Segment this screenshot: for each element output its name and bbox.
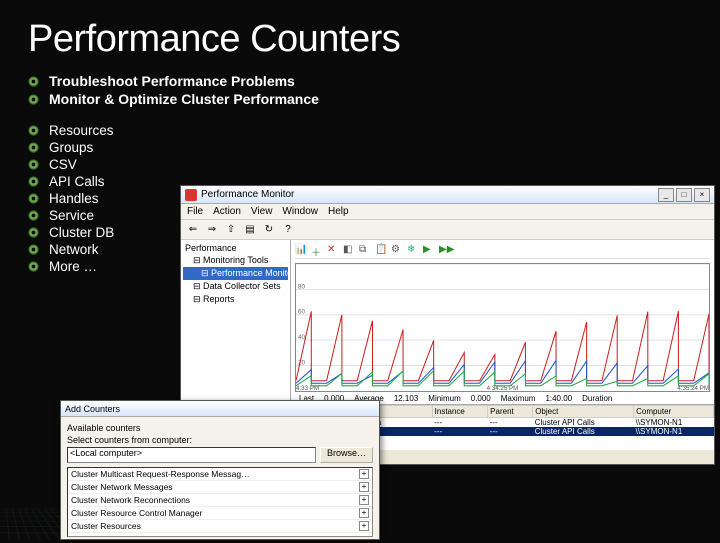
counter-category-list[interactable]: Cluster Multicast Request-Response Messa… bbox=[67, 467, 373, 537]
bullet-text: Troubleshoot Performance Problems bbox=[49, 73, 295, 89]
bullet-text: Network bbox=[49, 242, 99, 257]
bullet-text: Monitor & Optimize Cluster Performance bbox=[49, 91, 319, 107]
tree-item[interactable]: ⊟ Monitoring Tools bbox=[183, 254, 288, 267]
menu-file[interactable]: File bbox=[187, 206, 203, 217]
chart-toolbar: 📊＋✕◧⧉📋⚙❄▶▶▶ bbox=[295, 244, 710, 259]
bullet-icon bbox=[28, 227, 39, 238]
add-counters-titlebar[interactable]: Add Counters bbox=[61, 401, 379, 417]
bullet-icon bbox=[28, 125, 39, 136]
forward-icon[interactable]: ⇒ bbox=[204, 222, 220, 238]
help-icon[interactable]: ? bbox=[280, 222, 296, 238]
expand-icon[interactable]: + bbox=[359, 495, 369, 505]
perfmon-chart-pane: 📊＋✕◧⧉📋⚙❄▶▶▶ 204060801004:33 PM4:34:25 PM… bbox=[291, 240, 714, 404]
update-icon[interactable]: ▶ bbox=[423, 244, 437, 258]
table-header[interactable]: Parent bbox=[488, 406, 533, 418]
status-avg-value: 12.103 bbox=[394, 394, 418, 403]
add-icon[interactable]: ＋ bbox=[311, 244, 325, 258]
bullet-text: Resources bbox=[49, 123, 114, 138]
expand-icon[interactable]: + bbox=[359, 521, 369, 531]
status-min-label: Minimum bbox=[428, 394, 460, 403]
bullet-item: Resources bbox=[28, 123, 720, 138]
bullet-icon bbox=[28, 76, 39, 87]
bullet-item: Troubleshoot Performance Problems bbox=[28, 73, 720, 89]
bullet-text: Cluster DB bbox=[49, 225, 114, 240]
back-icon[interactable]: ⇐ bbox=[185, 222, 201, 238]
bullet-text: Service bbox=[49, 208, 94, 223]
freeze-icon[interactable]: ❄ bbox=[407, 244, 421, 258]
perfmon-app-icon bbox=[185, 189, 197, 201]
add-counters-title-text: Add Counters bbox=[65, 404, 120, 414]
tree-item[interactable]: ⊟ Reports bbox=[183, 293, 288, 306]
menu-window[interactable]: Window bbox=[282, 206, 318, 217]
copy-icon[interactable]: ⧉ bbox=[359, 244, 373, 258]
add-counters-dialog: Add Counters Available counters Select c… bbox=[60, 400, 380, 540]
next-icon[interactable]: ▶▶ bbox=[439, 244, 453, 258]
paste-icon[interactable]: 📋 bbox=[375, 244, 389, 258]
show-tree-icon[interactable]: ▤ bbox=[242, 222, 258, 238]
status-dur-label: Duration bbox=[582, 394, 612, 403]
perfmon-toolbar: ⇐ ⇒ ⇧ ▤ ↻ ? bbox=[181, 220, 714, 240]
tree-item[interactable]: Performance bbox=[183, 242, 288, 254]
computer-select[interactable]: <Local computer> bbox=[67, 447, 316, 463]
svg-text:60: 60 bbox=[298, 309, 305, 316]
table-header[interactable]: Object bbox=[533, 406, 634, 418]
expand-icon[interactable]: + bbox=[359, 482, 369, 492]
up-icon[interactable]: ⇧ bbox=[223, 222, 239, 238]
perfmon-title-text: Performance Monitor bbox=[201, 189, 658, 200]
highlight-icon[interactable]: ◧ bbox=[343, 244, 357, 258]
perfmon-chart[interactable]: 204060801004:33 PM4:34:25 PM4:35:24 PM bbox=[295, 263, 710, 392]
minimize-button[interactable]: _ bbox=[658, 188, 674, 202]
table-header[interactable]: Instance bbox=[432, 406, 488, 418]
bullet-icon bbox=[28, 261, 39, 272]
expand-icon[interactable]: + bbox=[359, 469, 369, 479]
delete-icon[interactable]: ✕ bbox=[327, 244, 341, 258]
svg-text:80: 80 bbox=[298, 283, 305, 290]
bullet-text: Groups bbox=[49, 140, 93, 155]
page-title: Performance Counters bbox=[0, 0, 720, 73]
counter-category-item[interactable]: Cluster Network Reconnections + bbox=[68, 494, 372, 507]
bullet-item: CSV bbox=[28, 157, 720, 172]
status-min-value: 0.000 bbox=[471, 394, 491, 403]
menu-action[interactable]: Action bbox=[213, 206, 241, 217]
expand-icon[interactable]: + bbox=[359, 508, 369, 518]
bullet-icon bbox=[28, 94, 39, 105]
browse-button[interactable]: Browse… bbox=[320, 447, 373, 463]
bullet-icon bbox=[28, 142, 39, 153]
close-button[interactable]: × bbox=[694, 188, 710, 202]
refresh-icon[interactable]: ↻ bbox=[261, 222, 277, 238]
view-current-icon[interactable]: 📊 bbox=[295, 244, 309, 258]
bullet-text: Handles bbox=[49, 191, 99, 206]
svg-text:40: 40 bbox=[298, 334, 305, 341]
perfmon-menubar: File Action View Window Help bbox=[181, 204, 714, 220]
bullet-icon bbox=[28, 193, 39, 204]
counter-category-item[interactable]: Cluster Network Messages + bbox=[68, 481, 372, 494]
available-counters-label: Available counters bbox=[67, 423, 373, 433]
menu-view[interactable]: View bbox=[251, 206, 273, 217]
from-computer-label: Select counters from computer: bbox=[67, 435, 373, 445]
status-max-label: Maximum bbox=[501, 394, 536, 403]
counter-category-item[interactable]: Cluster Multicast Request-Response Messa… bbox=[68, 468, 372, 481]
bullet-item: Groups bbox=[28, 140, 720, 155]
status-max-value: 1:40.00 bbox=[545, 394, 572, 403]
tree-item[interactable]: ⊟ Data Collector Sets bbox=[183, 280, 288, 293]
tree-item[interactable]: ⊟ Performance Monitor bbox=[183, 267, 288, 280]
svg-text:100: 100 bbox=[298, 264, 309, 265]
bullet-icon bbox=[28, 176, 39, 187]
perfmon-titlebar[interactable]: Performance Monitor _ □ × bbox=[181, 186, 714, 204]
props-icon[interactable]: ⚙ bbox=[391, 244, 405, 258]
counter-category-item[interactable]: Cluster Resources + bbox=[68, 520, 372, 533]
bullet-icon bbox=[28, 244, 39, 255]
counter-category-item[interactable]: Cluster Resource Control Manager + bbox=[68, 507, 372, 520]
bullet-text: CSV bbox=[49, 157, 77, 172]
bullet-item: Monitor & Optimize Cluster Performance bbox=[28, 91, 720, 107]
table-header[interactable]: Computer bbox=[634, 406, 714, 418]
menu-help[interactable]: Help bbox=[328, 206, 349, 217]
bullet-text: More … bbox=[49, 259, 97, 274]
bullet-icon bbox=[28, 159, 39, 170]
maximize-button[interactable]: □ bbox=[676, 188, 692, 202]
bullet-text: API Calls bbox=[49, 174, 105, 189]
perfmon-tree[interactable]: Performance ⊟ Monitoring Tools ⊟ Perform… bbox=[181, 240, 291, 404]
bullet-icon bbox=[28, 210, 39, 221]
